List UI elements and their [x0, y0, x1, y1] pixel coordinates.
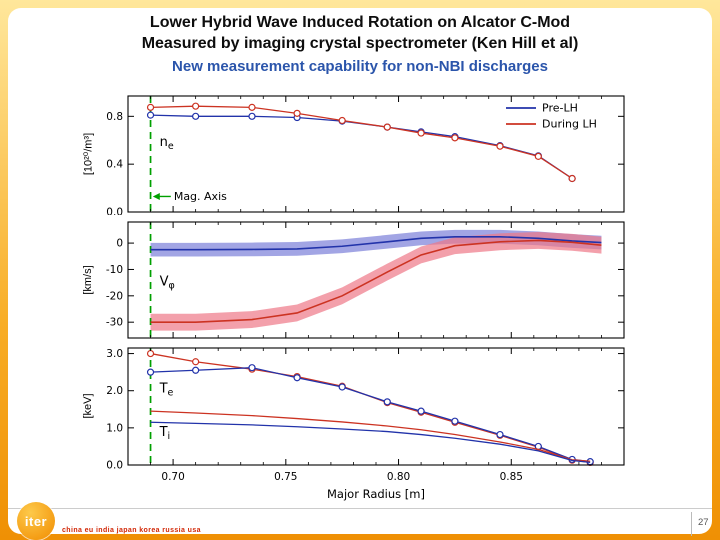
iter-members-text: china eu india japan korea russia usa — [62, 527, 201, 534]
svg-text:0.0: 0.0 — [106, 460, 123, 472]
svg-text:Te: Te — [159, 382, 174, 399]
slide-title-line-1: Lower Hybrid Wave Induced Rotation on Al… — [149, 14, 571, 31]
svg-text:ne: ne — [160, 135, 174, 152]
svg-text:During LH: During LH — [542, 118, 597, 131]
svg-text:0.80: 0.80 — [387, 471, 410, 483]
svg-text:0.70: 0.70 — [161, 471, 184, 483]
y-axis-label-rotation: [km/s] — [82, 265, 94, 295]
page-number: 27 — [698, 517, 709, 528]
y-axis-label-density: [10²⁰/m³] — [82, 132, 95, 176]
iter-logo: iter — [17, 502, 55, 540]
chart-panel-temperature: 0.0 1.0 2.0 3.0 0.70 0.75 0.80 0.85 Major Radius… — [106, 347, 625, 501]
page-number-divider — [691, 512, 692, 536]
slide-title-block: Lower Hybrid Wave Induced Rotation on Al… — [30, 12, 690, 77]
iter-logo-label: iter — [24, 513, 48, 529]
svg-text:0.4: 0.4 — [106, 159, 123, 171]
svg-text:Ti: Ti — [159, 425, 171, 442]
svg-text:0.85: 0.85 — [500, 471, 523, 483]
svg-text:0.8: 0.8 — [106, 111, 123, 123]
svg-text:-10: -10 — [106, 264, 123, 276]
svg-text:3.0: 3.0 — [106, 348, 123, 360]
svg-text:Pre-LH: Pre-LH — [542, 102, 578, 115]
svg-text:Vφ: Vφ — [160, 274, 175, 291]
svg-text:0.75: 0.75 — [274, 471, 297, 483]
chart-panel-density: 0.0 0.4 0.8 ne Mag. Axis Pre-LH During LH — [106, 95, 625, 216]
slide-subtitle: New measurement capability for non-NBI d… — [172, 58, 548, 75]
svg-text:1.0: 1.0 — [106, 422, 123, 434]
svg-text:-20: -20 — [106, 290, 123, 302]
svg-text:Major Radius [m]: Major Radius [m] — [327, 487, 425, 501]
slide-title-line-2: Measured by imaging crystal spectrometer… — [141, 35, 579, 52]
svg-text:Mag. Axis: Mag. Axis — [174, 190, 227, 203]
footer-divider-line — [8, 508, 712, 509]
svg-text:0: 0 — [116, 238, 123, 250]
figure: 0.0 0.4 0.8 ne Mag. Axis Pre-LH During LH 0 -10… — [70, 93, 640, 513]
svg-text:0.0: 0.0 — [106, 207, 123, 216]
svg-text:-30: -30 — [106, 317, 123, 329]
svg-text:2.0: 2.0 — [106, 385, 123, 397]
chart-panel-rotation: 0 -10 -20 -30 Vφ — [106, 221, 625, 339]
y-axis-label-temperature: [keV] — [82, 393, 94, 419]
